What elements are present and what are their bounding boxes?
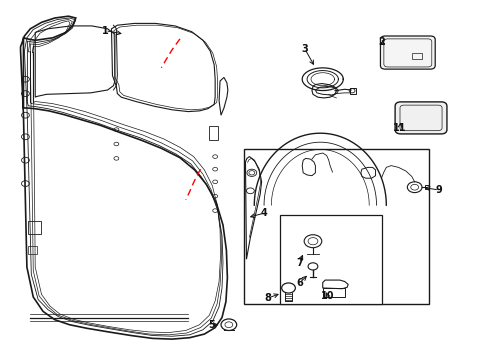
- Bar: [28, 221, 41, 234]
- Text: 5: 5: [207, 320, 214, 330]
- Text: 6: 6: [295, 278, 302, 288]
- Text: 4: 4: [260, 208, 267, 218]
- Bar: [209, 126, 218, 140]
- FancyBboxPatch shape: [380, 36, 434, 69]
- Text: 9: 9: [435, 185, 442, 195]
- Bar: [425, 185, 428, 189]
- FancyBboxPatch shape: [394, 102, 446, 134]
- Text: 1: 1: [102, 26, 108, 36]
- Bar: [411, 53, 422, 59]
- Text: 2: 2: [377, 37, 384, 47]
- Bar: [322, 288, 344, 297]
- Text: 7: 7: [295, 258, 302, 268]
- Bar: [349, 88, 355, 94]
- Bar: [28, 246, 37, 254]
- Text: 8: 8: [264, 293, 271, 303]
- Text: 10: 10: [320, 291, 334, 301]
- Text: 11: 11: [392, 123, 406, 133]
- Bar: [280, 215, 381, 304]
- Text: 3: 3: [301, 44, 307, 54]
- Bar: [243, 149, 428, 304]
